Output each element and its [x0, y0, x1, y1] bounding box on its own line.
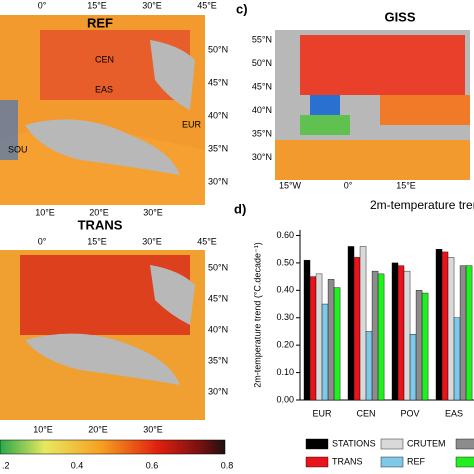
lat-label: 40°N	[208, 110, 228, 120]
lat-label: 30°N	[208, 386, 228, 396]
bar	[377, 273, 385, 401]
panel-label: c)	[236, 1, 248, 16]
bar	[391, 262, 399, 401]
legend-swatch	[380, 456, 404, 468]
lon-label: 15°E	[87, 0, 107, 10]
lat-label: 30°N	[252, 152, 272, 162]
legend-swatch	[455, 456, 474, 468]
lat-label: 50°N	[208, 44, 228, 54]
lon-label: 30°E	[143, 424, 163, 434]
legend-swatch	[305, 438, 329, 450]
lon-label: 0°	[38, 0, 47, 10]
lat-label: 45°N	[208, 77, 228, 87]
lon-label: 20°E	[89, 207, 109, 217]
colorbar-label: 0.6	[146, 460, 159, 470]
lon-label: 15°E	[87, 236, 107, 246]
legend-label: STATIONS	[332, 438, 376, 448]
legend-label: CRUTEM	[407, 438, 446, 448]
lon-label: 15°W	[279, 180, 302, 190]
x-tick-label: CEN	[357, 408, 376, 418]
legend-swatch	[380, 438, 404, 450]
lon-label: 0°	[38, 236, 47, 246]
legend-label: REF	[407, 456, 426, 466]
colorbar-label: 0.4	[71, 460, 84, 470]
colorbar-label: 0.8	[221, 460, 234, 470]
lon-label: 10°E	[33, 424, 53, 434]
lat-label: 35°N	[208, 355, 228, 365]
legend-label: TRANS	[332, 456, 363, 466]
ref-map	[0, 15, 205, 205]
giss-map	[275, 30, 470, 180]
lat-label: 40°N	[252, 105, 272, 115]
y-tick-label: 0.40	[276, 285, 294, 295]
lon-label: 30°E	[143, 207, 163, 217]
map-title: REF	[87, 15, 113, 30]
lon-label: 30°E	[142, 236, 162, 246]
legend-swatch	[305, 456, 329, 468]
x-tick-label: EAS	[445, 408, 463, 418]
y-tick-label: 0.20	[276, 340, 294, 350]
map-title: GISS	[384, 9, 415, 24]
bar	[453, 317, 461, 401]
bar	[421, 292, 429, 401]
y-axis-label: 2m-temperature trend (°C.decade⁻¹)	[252, 242, 262, 387]
bar	[365, 331, 373, 401]
bar	[371, 270, 379, 401]
colorbar	[0, 439, 226, 455]
lat-label: 35°N	[208, 143, 228, 153]
bar	[415, 290, 423, 401]
bar	[435, 248, 443, 401]
bar	[465, 265, 473, 401]
lon-label: 45°E	[197, 236, 217, 246]
x-tick-label: EUR	[313, 408, 333, 418]
bar	[321, 303, 329, 401]
lat-label: 45°N	[252, 81, 272, 91]
bar	[403, 270, 411, 401]
region-label: SOU	[8, 144, 28, 154]
lat-label: 45°N	[208, 293, 228, 303]
lat-label: 50°N	[252, 58, 272, 68]
panel-label: d)	[234, 201, 246, 216]
bar	[359, 246, 367, 401]
lon-label: 45°E	[197, 0, 217, 10]
y-tick-label: 0.10	[276, 367, 294, 377]
bar	[309, 276, 317, 401]
lat-label: 35°N	[252, 128, 272, 138]
lat-label: 30°N	[208, 176, 228, 186]
region-label: EAS	[95, 84, 113, 94]
y-tick-label: 0.50	[276, 257, 294, 267]
bar	[315, 273, 323, 401]
bar	[327, 279, 335, 401]
lon-label: 15°E	[396, 180, 416, 190]
trans-map	[0, 250, 205, 420]
colorbar-label: .2	[2, 460, 10, 470]
lon-label: 10°E	[35, 207, 55, 217]
lon-label: 0°	[344, 180, 353, 190]
bar	[409, 333, 417, 401]
map-title: TRANS	[78, 217, 123, 232]
lat-label: 40°N	[208, 324, 228, 334]
x-tick-label: POV	[401, 408, 420, 418]
legend-swatch	[455, 438, 474, 450]
y-tick-label: 0.30	[276, 312, 294, 322]
bar	[303, 259, 311, 401]
bar	[459, 265, 467, 401]
lat-label: 55°N	[252, 34, 272, 44]
bar	[397, 265, 405, 401]
lon-label: 20°E	[88, 424, 108, 434]
bar	[347, 246, 355, 401]
bar	[353, 257, 361, 401]
bar	[333, 287, 341, 401]
y-tick-label: 0.60	[276, 230, 294, 240]
y-tick-label: 0.00	[276, 394, 294, 404]
region-label: EUR	[182, 119, 202, 129]
bar	[441, 251, 449, 401]
region-label: CEN	[95, 54, 114, 64]
lat-label: 50°N	[208, 262, 228, 272]
bar	[447, 257, 455, 401]
lon-label: 30°E	[142, 0, 162, 10]
chart-title: 2m-temperature tren	[370, 198, 474, 212]
